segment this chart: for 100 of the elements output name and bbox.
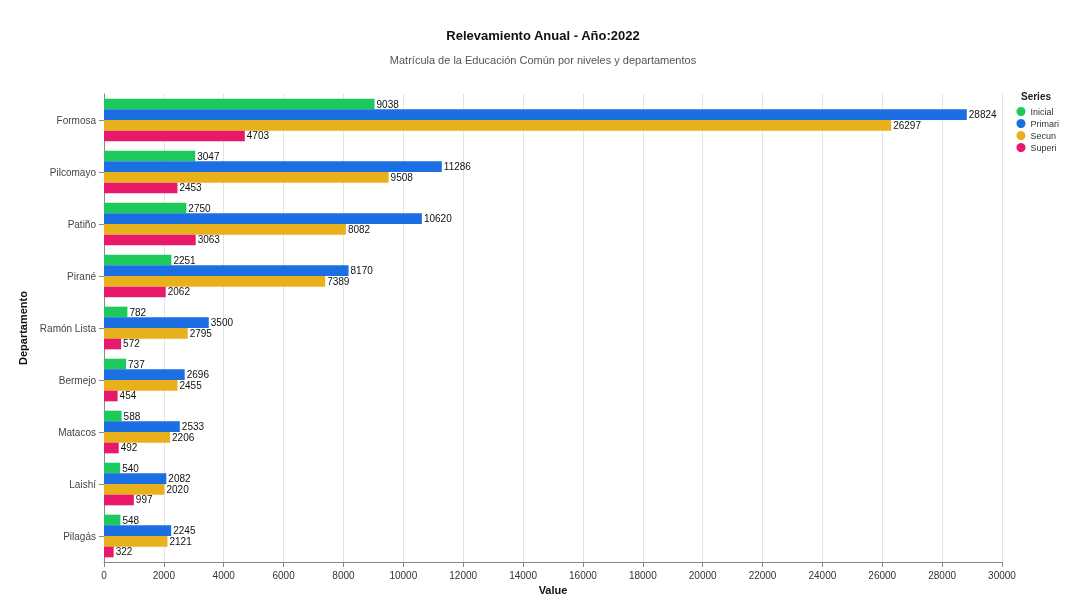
data-label: 737 bbox=[128, 358, 146, 370]
x-tick-label: 28000 bbox=[928, 569, 957, 581]
legend-title: Series bbox=[1020, 90, 1052, 102]
data-label: 2453 bbox=[179, 182, 203, 194]
bar bbox=[104, 317, 209, 328]
data-label: 8170 bbox=[350, 265, 374, 277]
bar bbox=[104, 432, 171, 443]
data-label: 2696 bbox=[186, 369, 210, 381]
bar bbox=[104, 442, 119, 454]
data-label: 3063 bbox=[197, 234, 221, 246]
y-tick-label: Laishí bbox=[69, 478, 97, 490]
data-label: 3500 bbox=[210, 317, 234, 329]
data-label: 8082 bbox=[347, 223, 371, 235]
data-label: 2795 bbox=[189, 327, 213, 339]
bar bbox=[104, 130, 245, 142]
bar bbox=[104, 172, 389, 183]
y-tick-label: Patiño bbox=[67, 218, 97, 230]
x-tick-label: 26000 bbox=[868, 569, 897, 581]
data-label: 10620 bbox=[423, 213, 453, 225]
y-tick-label: Pirané bbox=[67, 270, 97, 282]
x-tick-label: 24000 bbox=[808, 569, 837, 581]
legend-label: Superi bbox=[1030, 142, 1057, 153]
bar bbox=[104, 182, 178, 194]
x-tick-label: 10000 bbox=[389, 569, 418, 581]
chart-title: Relevamiento Anual - Año:2022 bbox=[446, 28, 640, 43]
data-label: 548 bbox=[122, 514, 140, 526]
bar bbox=[104, 234, 196, 246]
data-label: 2062 bbox=[167, 286, 191, 298]
bar bbox=[104, 276, 326, 287]
y-tick-label: Matacos bbox=[58, 426, 96, 438]
bar bbox=[104, 358, 127, 370]
data-label: 588 bbox=[123, 410, 141, 422]
x-tick-label: 12000 bbox=[449, 569, 478, 581]
x-tick-label: 14000 bbox=[509, 569, 538, 581]
data-label: 2750 bbox=[188, 202, 211, 214]
bar bbox=[104, 224, 346, 235]
x-tick-label: 0 bbox=[101, 569, 108, 581]
bar bbox=[104, 484, 165, 495]
data-label: 3047 bbox=[197, 150, 220, 162]
bar bbox=[104, 328, 188, 339]
data-label: 2533 bbox=[181, 421, 205, 433]
data-label: 322 bbox=[115, 546, 133, 558]
y-tick-label: Formosa bbox=[56, 114, 97, 126]
bar bbox=[104, 546, 114, 558]
x-tick-label: 8000 bbox=[332, 569, 356, 581]
x-tick-label: 6000 bbox=[272, 569, 296, 581]
data-label: 454 bbox=[119, 390, 137, 402]
x-tick-label: 30000 bbox=[988, 569, 1017, 581]
y-axis-title: Departamento bbox=[17, 290, 30, 365]
data-label: 28824 bbox=[968, 109, 998, 121]
bar bbox=[104, 536, 168, 547]
y-tick-label: Pilcomayo bbox=[49, 166, 97, 178]
data-label: 540 bbox=[122, 462, 140, 474]
data-label: 782 bbox=[129, 306, 147, 318]
data-label: 2082 bbox=[168, 473, 192, 485]
y-tick-label: Ramón Lista bbox=[39, 322, 97, 334]
legend-label: Inicial bbox=[1030, 106, 1054, 117]
data-label: 2020 bbox=[166, 483, 190, 495]
data-label: 2206 bbox=[172, 431, 195, 443]
bar bbox=[104, 514, 121, 526]
bar bbox=[104, 338, 122, 350]
bar bbox=[104, 525, 172, 536]
bar bbox=[104, 306, 128, 318]
chart-subtitle: Matrícula de la Educación Común por niveles y departamentos bbox=[389, 53, 697, 66]
bar bbox=[104, 120, 892, 131]
legend-label: Primari bbox=[1030, 118, 1059, 129]
data-label: 2121 bbox=[169, 535, 193, 547]
data-label: 2251 bbox=[173, 254, 197, 266]
bar bbox=[104, 473, 167, 484]
bar bbox=[104, 213, 422, 224]
data-label: 11286 bbox=[443, 161, 472, 173]
bar bbox=[104, 202, 187, 214]
data-label: 9038 bbox=[376, 98, 400, 110]
data-label: 2455 bbox=[179, 379, 203, 391]
bar bbox=[104, 254, 172, 266]
bar bbox=[104, 494, 134, 506]
data-label: 572 bbox=[123, 338, 141, 350]
x-tick-label: 16000 bbox=[569, 569, 598, 581]
x-tick-label: 22000 bbox=[748, 569, 777, 581]
x-axis-title: Value bbox=[538, 584, 568, 597]
x-tick-label: 2000 bbox=[152, 569, 176, 581]
data-label: 9508 bbox=[390, 171, 414, 183]
bar bbox=[104, 161, 442, 172]
bar bbox=[104, 380, 178, 391]
bar bbox=[104, 98, 375, 110]
x-tick-label: 4000 bbox=[212, 569, 236, 581]
data-label: 26297 bbox=[893, 119, 922, 131]
bar bbox=[104, 421, 180, 432]
y-tick-label: Pilagás bbox=[63, 530, 96, 542]
x-tick-label: 20000 bbox=[688, 569, 718, 581]
bar bbox=[104, 410, 122, 422]
bar bbox=[104, 390, 118, 402]
data-label: 2245 bbox=[173, 525, 196, 537]
bar bbox=[104, 150, 196, 162]
bar bbox=[104, 109, 967, 120]
bar bbox=[104, 369, 185, 380]
data-label: 997 bbox=[135, 494, 153, 506]
data-label: 7389 bbox=[327, 275, 350, 287]
bar bbox=[104, 462, 121, 474]
data-label: 4703 bbox=[246, 130, 270, 142]
